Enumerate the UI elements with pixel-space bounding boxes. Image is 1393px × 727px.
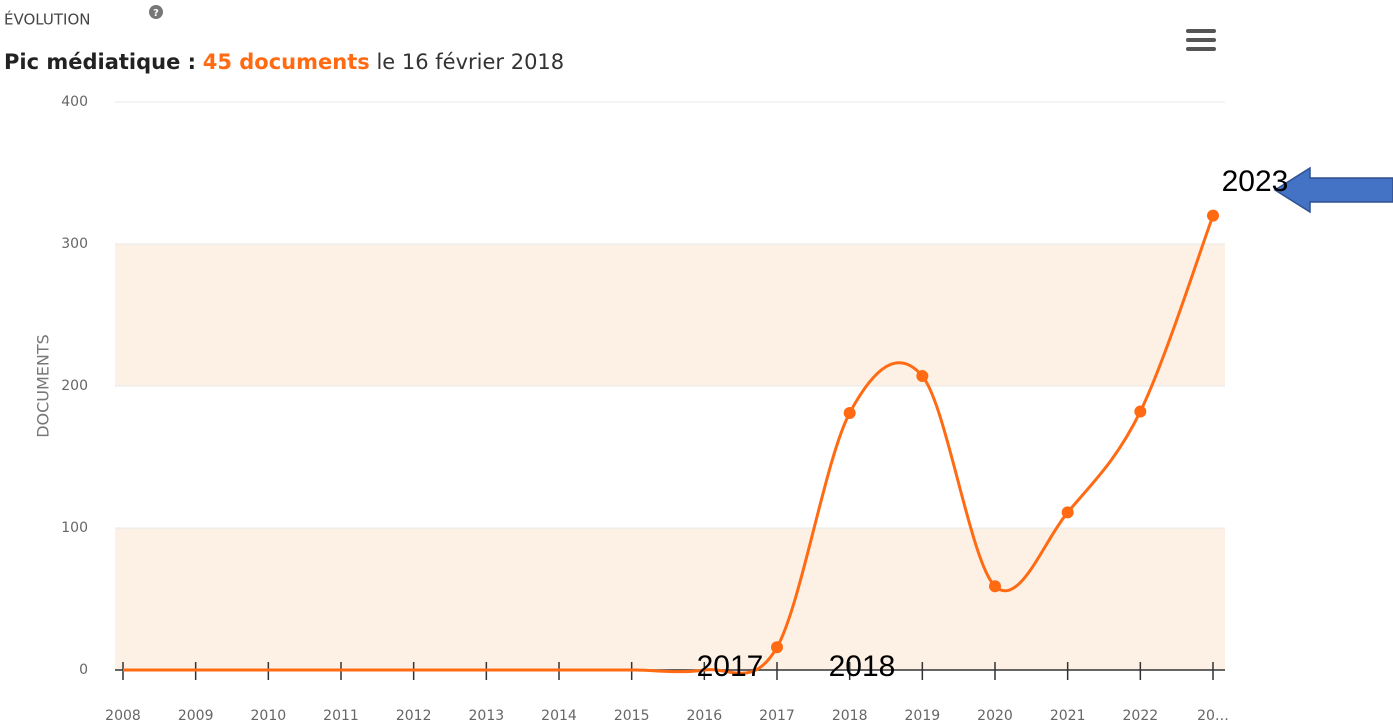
menu-bar xyxy=(1186,38,1216,42)
plot-band xyxy=(115,528,1225,670)
annotation: 2017 xyxy=(697,650,764,683)
x-tick-label: 2019 xyxy=(905,708,941,723)
y-tick-label: 100 xyxy=(61,520,88,536)
point xyxy=(989,580,1001,593)
y-tick-label: 300 xyxy=(61,236,88,252)
x-tick-label: 2011 xyxy=(323,708,359,723)
x-tick-label: 2017 xyxy=(759,708,795,723)
annotation: 2018 xyxy=(829,650,896,683)
arrow xyxy=(1273,166,1393,214)
point xyxy=(1207,209,1219,222)
subtitle-prefix: Pic médiatique : xyxy=(4,50,196,74)
x-tick-label: 2022 xyxy=(1123,708,1159,723)
point xyxy=(771,641,783,654)
plot-band xyxy=(115,244,1225,386)
x-tick-label: 2018 xyxy=(832,708,868,723)
point xyxy=(916,370,929,383)
subtitle-suffix: le 16 février 2018 xyxy=(376,50,564,74)
y-tick-label: 200 xyxy=(61,378,88,394)
menu-bar xyxy=(1186,47,1216,51)
point xyxy=(843,406,856,419)
x-tick-label: 2012 xyxy=(396,708,432,723)
subtitle-highlight: 45 documents xyxy=(203,50,370,74)
y-axis-label: DOCUMENTS xyxy=(34,334,53,438)
x-tick-label: 2020 xyxy=(977,708,1013,723)
point xyxy=(1134,405,1147,418)
annotation: 2023 xyxy=(1222,165,1289,198)
x-tick-label: 2009 xyxy=(178,708,214,723)
x-tick-label: 2014 xyxy=(541,708,577,723)
x-tick-label: 2015 xyxy=(614,708,650,723)
x-tick-label: 20… xyxy=(1197,708,1229,723)
help-icon-glyph: ? xyxy=(153,8,159,19)
x-tick-label: 2013 xyxy=(469,708,505,723)
x-tick-label: 2008 xyxy=(105,708,141,723)
menu-bar xyxy=(1186,29,1216,33)
subtitle: Pic médiatique : 45 documents le 16 févr… xyxy=(4,50,564,74)
x-tick-label: 2021 xyxy=(1050,708,1086,723)
help-icon[interactable] xyxy=(149,5,163,19)
x-tick-label: 2016 xyxy=(687,708,723,723)
y-tick-label: 0 xyxy=(79,662,88,678)
plot: 0 100 200 300 400 2008 2009 2010 2011 2012 2013 201… xyxy=(61,94,1229,724)
menu-icon[interactable] xyxy=(1186,29,1216,51)
y-tick-label: 400 xyxy=(61,94,88,110)
x-tick-label: 2010 xyxy=(251,708,287,723)
point xyxy=(1061,506,1074,519)
chart-title: ÉVOLUTION xyxy=(4,10,90,29)
